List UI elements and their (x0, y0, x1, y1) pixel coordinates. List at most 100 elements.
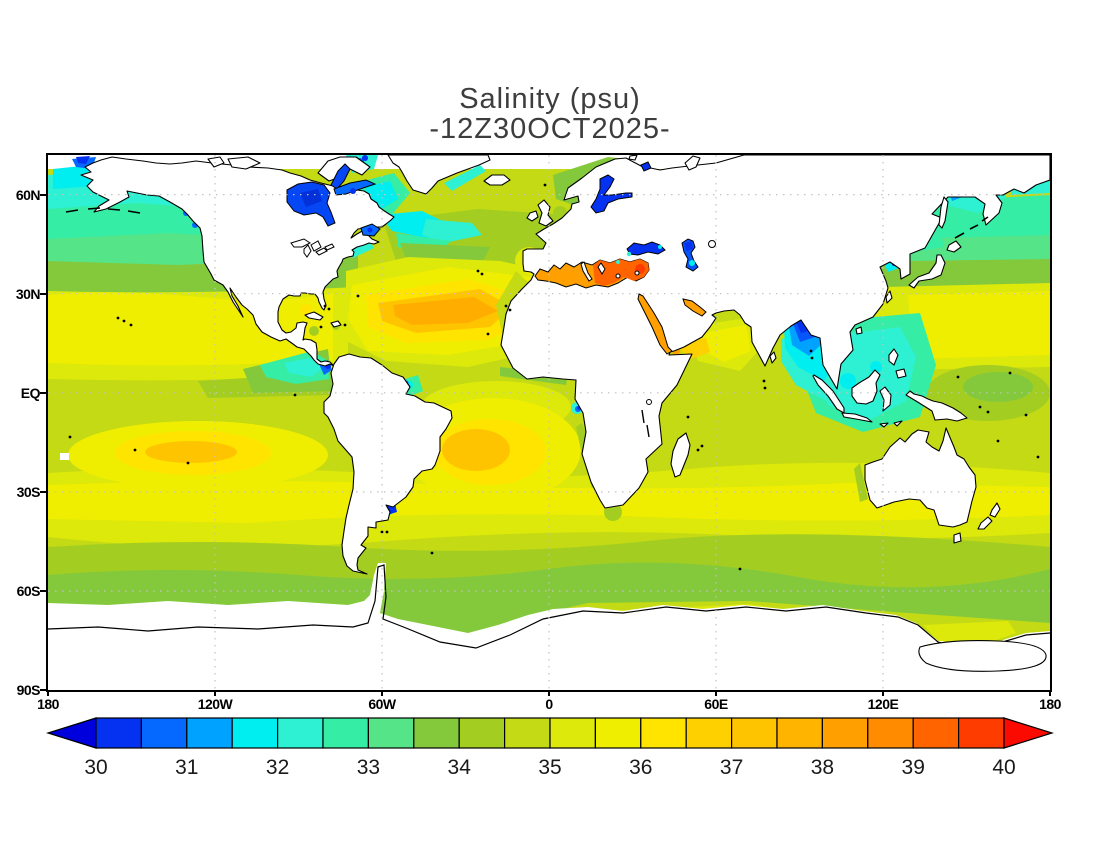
landmass (879, 422, 889, 428)
island-dot (122, 319, 126, 323)
marginal-sea (646, 424, 650, 438)
y-axis-tick-label: 90S (16, 682, 41, 698)
colorbar-tick-label: 38 (811, 756, 834, 779)
island-dot (1036, 455, 1040, 459)
landmass (812, 374, 845, 414)
landmass (227, 156, 261, 170)
salinity-contour-region (60, 453, 69, 460)
antarctica-coastline (48, 564, 1050, 651)
colorbar-segment (821, 717, 869, 749)
marginal-sea (367, 227, 373, 233)
island-dot (1008, 371, 1012, 375)
landmass (387, 155, 491, 195)
landmass (905, 390, 968, 422)
x-axis-tick-label: 120W (197, 696, 233, 712)
x-axis-tick-label: 60W (368, 696, 396, 712)
island-dot (68, 435, 72, 439)
landmass (483, 174, 511, 186)
marginal-sea (616, 260, 620, 264)
colorbar-tick-label: 36 (629, 756, 652, 779)
landmass (207, 156, 225, 168)
marginal-sea (593, 259, 649, 286)
landmass (977, 516, 993, 530)
marginal-sea (634, 270, 640, 276)
antarctica-data-gap (48, 563, 1050, 690)
island-chain (981, 216, 989, 222)
landmass (769, 351, 777, 364)
landmass (895, 368, 907, 379)
landmass (938, 196, 949, 229)
landmass (851, 369, 881, 405)
y-axis-tick-label: EQ (20, 385, 41, 401)
marginal-sea (333, 179, 377, 196)
colorbar-segment (231, 717, 279, 749)
marginal-sea (350, 188, 356, 194)
island-dot (978, 405, 982, 409)
island-dot (809, 349, 813, 353)
colorbar-segment (730, 717, 778, 749)
island-dot (763, 386, 767, 390)
marginal-sea (626, 241, 666, 256)
island-chain (969, 224, 979, 230)
island-dot (323, 304, 327, 308)
x-axis-tickmark (1049, 690, 1051, 696)
island-dot (762, 379, 766, 383)
salinity-contour-region (422, 219, 482, 243)
y-axis-tickmark (40, 392, 47, 394)
colorbar: 30 31 32 33 34 35 36 37 38 39 40 (45, 717, 1055, 779)
y-axis-tickmark (40, 293, 47, 295)
island-dot (956, 375, 960, 379)
salinity-contour-region (284, 357, 325, 377)
x-axis-tickmark (47, 690, 49, 696)
island-dot (696, 448, 700, 452)
colorbar-segment (186, 717, 233, 749)
colorbar-tick-label: 35 (538, 756, 561, 779)
island-dot (133, 448, 137, 452)
marginal-sea (646, 399, 652, 405)
y-axis-tick-label: 30N (15, 286, 41, 302)
x-axis-tickmark (715, 690, 717, 696)
island-dot (476, 269, 480, 273)
landmass (885, 290, 893, 304)
island-chain (65, 209, 79, 213)
marginal-sea (310, 240, 322, 252)
island-chain (127, 210, 141, 214)
colorbar-tick-label: 32 (266, 756, 289, 779)
colorbar-segment (95, 717, 143, 749)
map-canvas (48, 155, 1050, 690)
island-dot (486, 332, 490, 336)
colorbar-segment (413, 717, 460, 749)
landmass (946, 240, 962, 253)
island-chain (87, 207, 101, 210)
chart-title: Salinity (psu) -12Z30OCT2025- (0, 84, 1100, 145)
salinity-contour-region (870, 361, 882, 373)
marginal-sea (580, 261, 593, 282)
x-axis-tickmark (381, 690, 383, 696)
island-dot (385, 530, 389, 534)
ross-sea-patch (923, 621, 1016, 643)
island-dot (508, 308, 512, 312)
salinity-contour-region (854, 463, 868, 502)
marginal-seas (286, 161, 716, 438)
island-dot (356, 294, 360, 298)
colorbar-segment (776, 717, 824, 749)
marginal-sea (708, 240, 716, 248)
marginal-sea (689, 260, 695, 266)
y-axis-tickmark (40, 194, 47, 196)
salinity-contour-region (348, 241, 374, 258)
landmass (628, 155, 638, 161)
island-dot (996, 439, 1000, 443)
salinity-contour-region (76, 156, 90, 164)
colorbar-tick-label: 40 (992, 756, 1015, 779)
y-axis-tickmark (40, 491, 47, 493)
colorbar-segment (594, 717, 642, 749)
island-chain (954, 232, 965, 239)
landmass (670, 432, 691, 478)
marginal-sea (658, 245, 662, 249)
y-axis-tick-label: 60N (15, 187, 41, 203)
island-dot (293, 393, 297, 397)
colorbar-arrow-low (45, 717, 97, 749)
island-dot (738, 567, 742, 571)
island-dot (430, 551, 434, 555)
